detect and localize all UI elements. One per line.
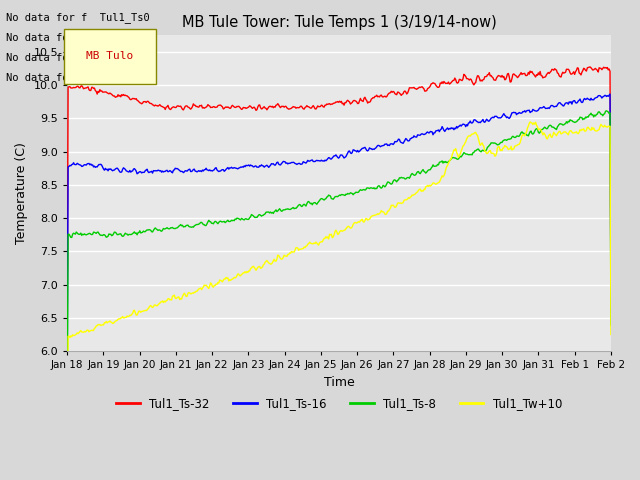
Legend: Tul1_Ts-32, Tul1_Ts-16, Tul1_Ts-8, Tul1_Tw+10: Tul1_Ts-32, Tul1_Ts-16, Tul1_Ts-8, Tul1_…: [111, 392, 567, 415]
Text: No data for f  Tul1_Ts0: No data for f Tul1_Ts0: [6, 12, 150, 23]
Title: MB Tule Tower: Tule Temps 1 (3/19/14-now): MB Tule Tower: Tule Temps 1 (3/19/14-now…: [182, 15, 497, 30]
X-axis label: Time: Time: [324, 376, 355, 389]
Text: No data for f  Tul1_Tw30: No data for f Tul1_Tw30: [6, 32, 156, 43]
Text: No data for f  Tul1_Tw50: No data for f Tul1_Tw50: [6, 52, 156, 63]
Y-axis label: Temperature (C): Temperature (C): [15, 143, 28, 244]
Text: No data for f  Tul1_Tw60: No data for f Tul1_Tw60: [6, 72, 156, 84]
Text: MB Tulo: MB Tulo: [86, 51, 134, 61]
